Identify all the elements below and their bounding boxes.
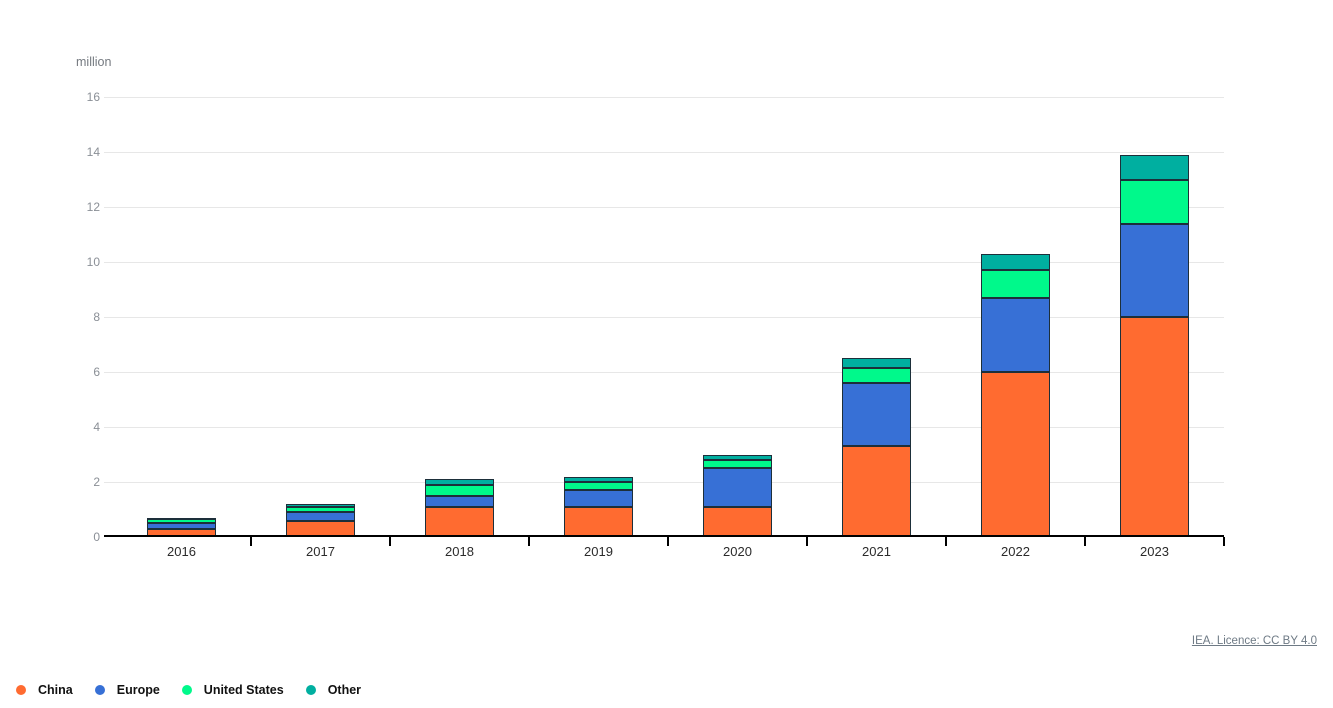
x-axis-label-2016: 2016 xyxy=(167,544,196,559)
legend-dot-other xyxy=(305,685,316,695)
gridline-2 xyxy=(104,481,1224,483)
x-axis-line xyxy=(104,535,1224,537)
legend-item-china[interactable]: China xyxy=(16,683,73,697)
legend-label-other: Other xyxy=(327,683,362,697)
bar-segment-europe-2022[interactable] xyxy=(981,297,1050,372)
bar-segment-china-2019[interactable] xyxy=(564,506,633,537)
x-axis-tick-3 xyxy=(528,537,530,546)
bar-segment-china-2021[interactable] xyxy=(842,446,911,537)
y-tick-label-6: 6 xyxy=(93,365,100,379)
bar-segment-europe-2018[interactable] xyxy=(425,495,494,507)
bar-segment-europe-2021[interactable] xyxy=(842,383,911,447)
x-axis-tick-4 xyxy=(667,537,669,546)
y-tick-label-0: 0 xyxy=(93,530,100,544)
legend-item-other[interactable]: Other xyxy=(305,683,362,697)
legend-item-europe[interactable]: Europe xyxy=(94,683,160,697)
legend-dot-europe xyxy=(94,685,105,695)
bar-segment-other-2018[interactable] xyxy=(425,479,494,485)
x-axis-label-2021: 2021 xyxy=(862,544,891,559)
bar-segment-europe-2019[interactable] xyxy=(564,490,633,507)
y-tick-label-10: 10 xyxy=(86,255,100,269)
x-axis-label-2018: 2018 xyxy=(445,544,474,559)
x-axis-label-2023: 2023 xyxy=(1140,544,1169,559)
bar-segment-other-2017[interactable] xyxy=(286,504,355,507)
gridline-14 xyxy=(104,151,1224,153)
gridline-12 xyxy=(104,206,1224,208)
bar-segment-united-states-2019[interactable] xyxy=(564,482,633,491)
bar-segment-united-states-2023[interactable] xyxy=(1120,179,1189,224)
x-axis-label-2019: 2019 xyxy=(584,544,613,559)
x-axis-tick-8 xyxy=(1223,537,1225,546)
bar-segment-europe-2020[interactable] xyxy=(703,468,772,507)
legend-label-europe: Europe xyxy=(116,683,160,697)
y-tick-label-14: 14 xyxy=(86,145,100,159)
bar-segment-europe-2016[interactable] xyxy=(147,523,216,529)
x-axis-label-2020: 2020 xyxy=(723,544,752,559)
y-axis-unit-label: million xyxy=(76,55,112,69)
bar-segment-other-2023[interactable] xyxy=(1120,154,1189,180)
bar-segment-china-2018[interactable] xyxy=(425,506,494,537)
bar-segment-europe-2023[interactable] xyxy=(1120,223,1189,317)
chart-legend: China Europe United States Other xyxy=(16,683,361,697)
legend-label-china: China xyxy=(38,683,73,697)
bar-segment-china-2020[interactable] xyxy=(703,506,772,537)
bar-segment-united-states-2020[interactable] xyxy=(703,460,772,469)
gridline-4 xyxy=(104,426,1224,428)
bar-segment-united-states-2022[interactable] xyxy=(981,270,1050,298)
bar-segment-united-states-2021[interactable] xyxy=(842,367,911,383)
y-tick-label-4: 4 xyxy=(93,420,100,434)
x-axis-tick-6 xyxy=(945,537,947,546)
legend-dot-united-states xyxy=(181,685,192,695)
legend-label-united-states: United States xyxy=(203,683,284,697)
bar-segment-united-states-2017[interactable] xyxy=(286,506,355,513)
legend-item-united-states[interactable]: United States xyxy=(181,683,284,697)
gridline-6 xyxy=(104,371,1224,373)
license-link[interactable]: IEA. Licence: CC BY 4.0 xyxy=(1191,635,1317,647)
bar-segment-other-2022[interactable] xyxy=(981,253,1050,271)
bar-segment-europe-2017[interactable] xyxy=(286,512,355,521)
x-axis-tick-1 xyxy=(250,537,252,546)
bar-segment-other-2021[interactable] xyxy=(842,358,911,368)
y-tick-label-8: 8 xyxy=(93,310,100,324)
legend-dot-china xyxy=(16,685,26,695)
bar-segment-united-states-2018[interactable] xyxy=(425,484,494,496)
x-axis-label-2017: 2017 xyxy=(306,544,335,559)
bar-segment-china-2023[interactable] xyxy=(1120,317,1189,537)
bar-segment-china-2022[interactable] xyxy=(981,372,1050,537)
bar-segment-other-2020[interactable] xyxy=(703,454,772,460)
x-axis-tick-5 xyxy=(806,537,808,546)
gridline-10 xyxy=(104,261,1224,263)
bar-segment-other-2019[interactable] xyxy=(564,476,633,482)
x-axis-tick-7 xyxy=(1084,537,1086,546)
y-tick-label-16: 16 xyxy=(86,90,100,104)
bar-segment-other-2016[interactable] xyxy=(147,517,216,520)
y-tick-label-12: 12 xyxy=(86,200,100,214)
gridline-8 xyxy=(104,316,1224,318)
x-axis-label-2022: 2022 xyxy=(1001,544,1030,559)
x-axis-tick-2 xyxy=(389,537,391,546)
y-tick-label-2: 2 xyxy=(93,475,100,489)
gridline-16 xyxy=(104,96,1224,98)
